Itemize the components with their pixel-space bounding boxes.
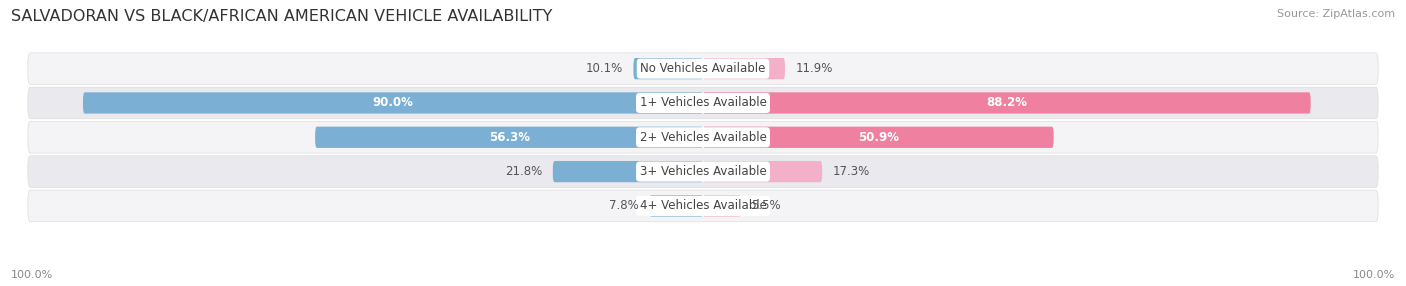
Text: 1+ Vehicles Available: 1+ Vehicles Available <box>640 96 766 110</box>
FancyBboxPatch shape <box>703 127 1053 148</box>
Text: SALVADORAN VS BLACK/AFRICAN AMERICAN VEHICLE AVAILABILITY: SALVADORAN VS BLACK/AFRICAN AMERICAN VEH… <box>11 9 553 23</box>
FancyBboxPatch shape <box>553 161 703 182</box>
Text: 100.0%: 100.0% <box>11 270 53 280</box>
FancyBboxPatch shape <box>634 58 703 79</box>
Text: 5.5%: 5.5% <box>751 199 780 212</box>
Text: 90.0%: 90.0% <box>373 96 413 110</box>
Text: No Vehicles Available: No Vehicles Available <box>640 62 766 75</box>
Text: 21.8%: 21.8% <box>505 165 543 178</box>
Text: 50.9%: 50.9% <box>858 131 898 144</box>
FancyBboxPatch shape <box>28 87 1378 119</box>
FancyBboxPatch shape <box>703 161 823 182</box>
Text: 2+ Vehicles Available: 2+ Vehicles Available <box>640 131 766 144</box>
Text: 11.9%: 11.9% <box>796 62 832 75</box>
Text: 88.2%: 88.2% <box>987 96 1028 110</box>
Text: 4+ Vehicles Available: 4+ Vehicles Available <box>640 199 766 212</box>
Text: 10.1%: 10.1% <box>586 62 623 75</box>
FancyBboxPatch shape <box>650 195 703 217</box>
Text: 100.0%: 100.0% <box>1353 270 1395 280</box>
FancyBboxPatch shape <box>28 53 1378 84</box>
FancyBboxPatch shape <box>28 190 1378 222</box>
Text: 3+ Vehicles Available: 3+ Vehicles Available <box>640 165 766 178</box>
FancyBboxPatch shape <box>28 122 1378 153</box>
FancyBboxPatch shape <box>703 92 1310 114</box>
Text: 56.3%: 56.3% <box>488 131 530 144</box>
Text: 7.8%: 7.8% <box>609 199 638 212</box>
FancyBboxPatch shape <box>315 127 703 148</box>
Text: Source: ZipAtlas.com: Source: ZipAtlas.com <box>1277 9 1395 19</box>
FancyBboxPatch shape <box>703 58 785 79</box>
FancyBboxPatch shape <box>83 92 703 114</box>
FancyBboxPatch shape <box>703 195 741 217</box>
Text: 17.3%: 17.3% <box>832 165 870 178</box>
FancyBboxPatch shape <box>28 156 1378 187</box>
